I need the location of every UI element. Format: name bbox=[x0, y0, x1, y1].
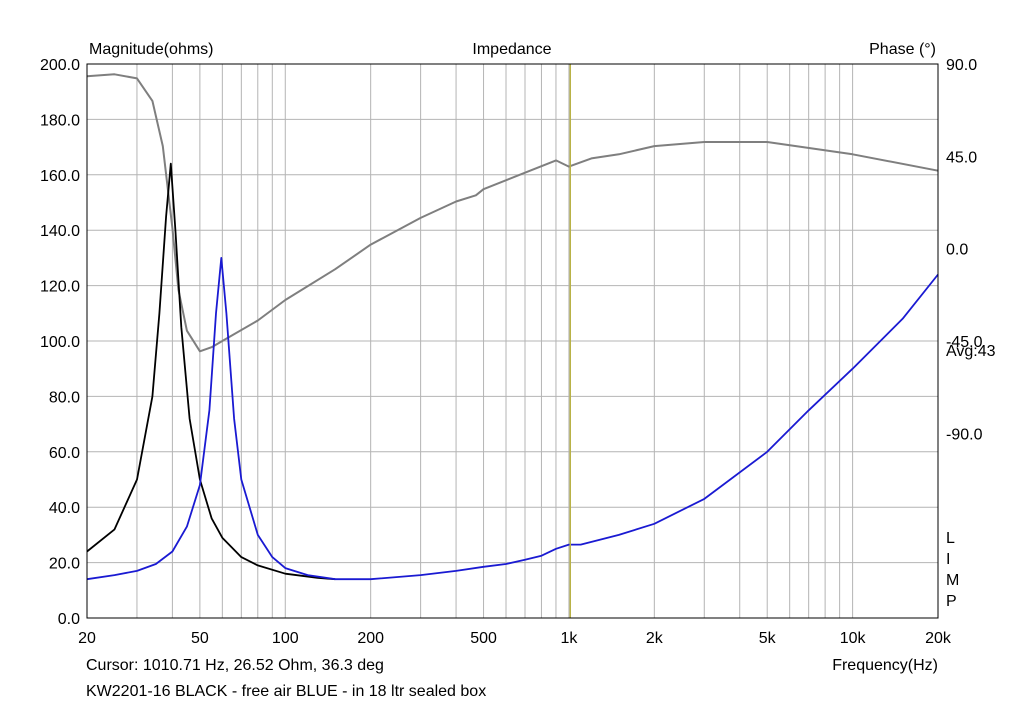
y-right-tick-label: 0.0 bbox=[946, 242, 968, 259]
y-left-tick-label: 100.0 bbox=[40, 334, 80, 351]
tick-labels: 20 50 100 200 500 1k 2k 5k 10k 20k 0.0 20.0 40.0 60.0… bbox=[40, 57, 983, 647]
caption: KW2201-16 BLACK - free air BLUE - in 18 … bbox=[86, 683, 486, 700]
limp-letter-l: L bbox=[946, 530, 955, 547]
y-left-tick-label: 120.0 bbox=[40, 279, 80, 296]
y-left-tick-label: 160.0 bbox=[40, 168, 80, 185]
series-line-gray bbox=[86, 73, 939, 353]
y-right-tick-label: 90.0 bbox=[946, 57, 977, 74]
chart-title: Impedance bbox=[472, 41, 551, 58]
x-tick-label: 50 bbox=[191, 630, 209, 647]
limp-letter-i: I bbox=[946, 551, 950, 568]
x-tick-label: 10k bbox=[840, 630, 867, 647]
y-left-tick-label: 40.0 bbox=[49, 500, 80, 517]
cursor-readout: Cursor: 1010.71 Hz, 26.52 Ohm, 36.3 deg bbox=[86, 657, 384, 674]
x-tick-label: 5k bbox=[759, 630, 777, 647]
y-left-tick-label: 80.0 bbox=[49, 389, 80, 406]
x-tick-label: 1k bbox=[560, 630, 578, 647]
x-axis-title: Frequency(Hz) bbox=[832, 657, 938, 674]
y-left-tick-label: 200.0 bbox=[40, 57, 80, 74]
limp-letter-m: M bbox=[946, 572, 959, 589]
series-line-black bbox=[86, 162, 336, 581]
y-left-tick-label: 20.0 bbox=[49, 556, 80, 573]
y-left-tick-label: 180.0 bbox=[40, 112, 80, 129]
x-tick-label: 200 bbox=[357, 630, 384, 647]
x-tick-label: 20 bbox=[78, 630, 96, 647]
series-group bbox=[86, 73, 939, 581]
y-right-tick-label: -90.0 bbox=[946, 426, 983, 443]
right-axis-title: Phase (°) bbox=[869, 41, 936, 58]
y-right-tick-label: 45.0 bbox=[946, 149, 977, 166]
y-left-tick-label: 0.0 bbox=[58, 611, 80, 628]
x-tick-label: 20k bbox=[925, 630, 952, 647]
limp-letter-p: P bbox=[946, 593, 957, 610]
y-left-tick-label: 140.0 bbox=[40, 223, 80, 240]
x-tick-label: 500 bbox=[470, 630, 497, 647]
left-axis-title: Magnitude(ohms) bbox=[89, 41, 214, 58]
x-tick-label: 100 bbox=[272, 630, 299, 647]
plot-frame bbox=[86, 63, 939, 619]
y-left-tick-label: 60.0 bbox=[49, 445, 80, 462]
y-right-tick-label: -45.0 bbox=[946, 334, 983, 351]
grid bbox=[87, 64, 938, 618]
avg-label: Avg:43 bbox=[946, 343, 996, 360]
x-tick-label: 2k bbox=[646, 630, 664, 647]
series-line-blue bbox=[86, 257, 939, 581]
